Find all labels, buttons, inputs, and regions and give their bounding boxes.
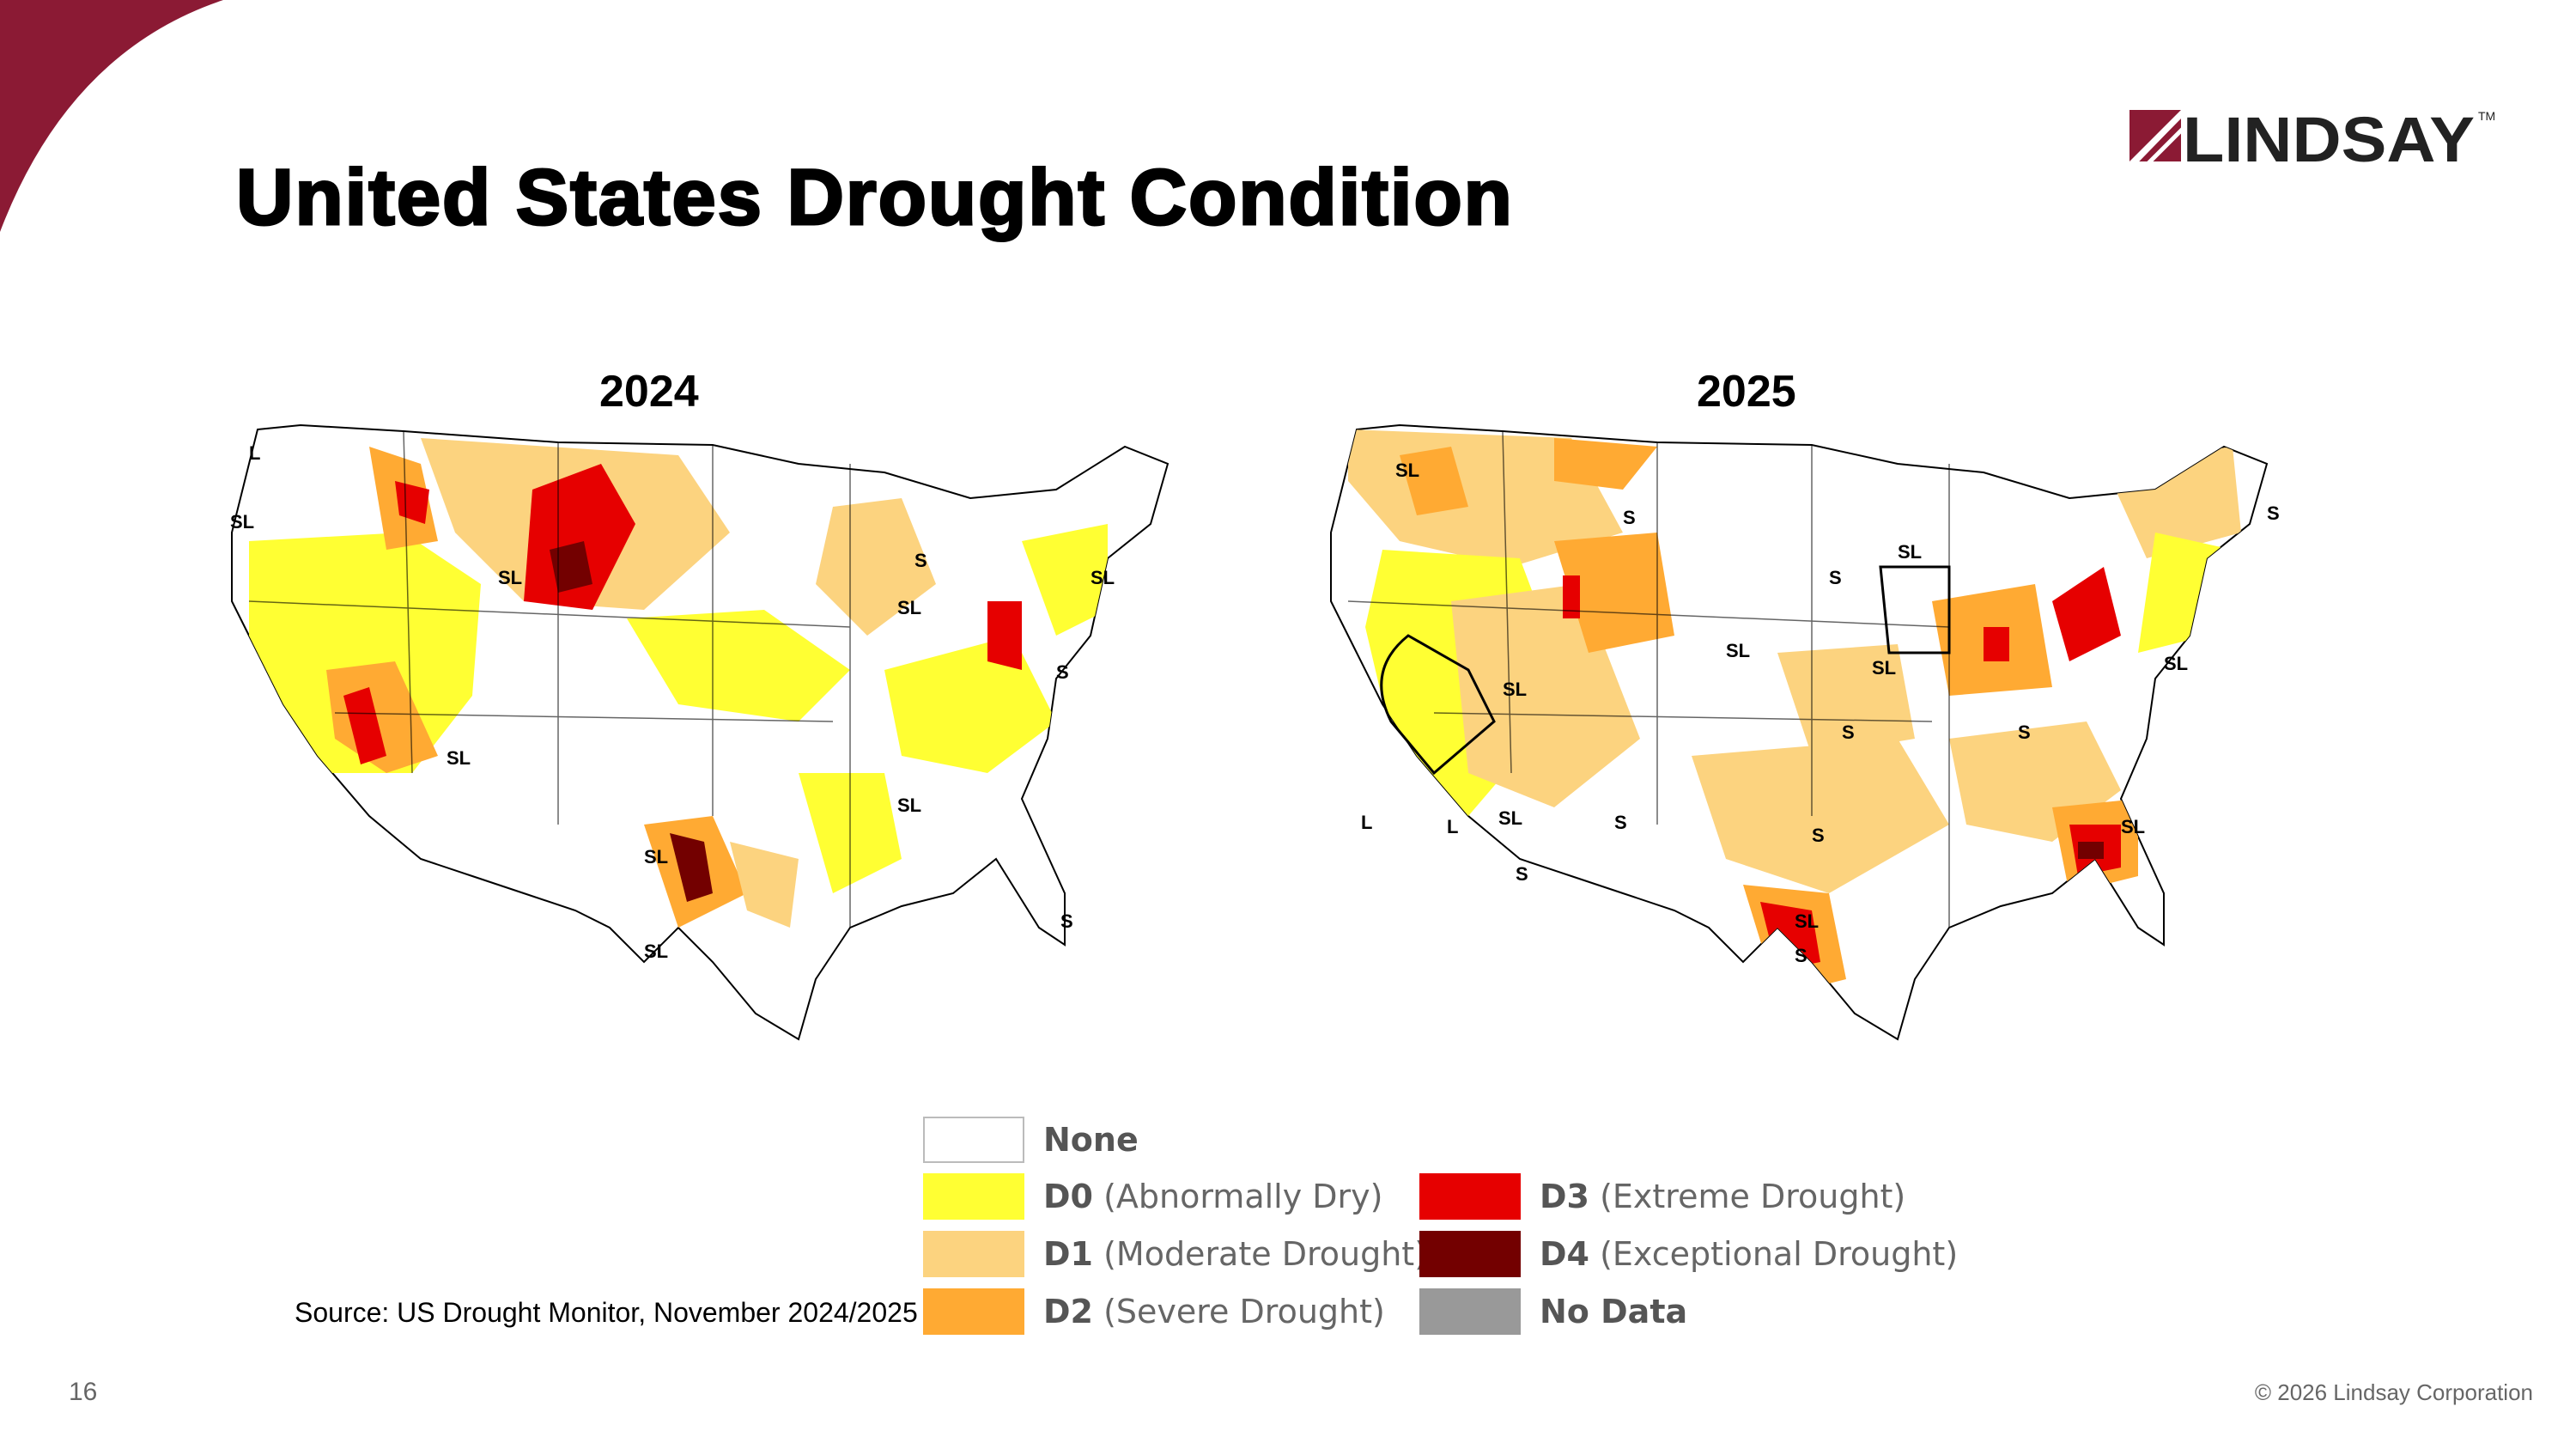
map-label: L	[1447, 816, 1458, 837]
copyright: © 2026 Lindsay Corporation	[2254, 1379, 2533, 1405]
map-label: SL	[897, 597, 921, 618]
drought-areas-2024	[249, 438, 1108, 928]
legend-desc: (Exceptional Drought)	[1600, 1235, 1959, 1273]
drought-map-2024: L SL SL SL S SL SL S SL SL SL S	[230, 423, 1170, 1041]
logo-tm: TM	[2478, 109, 2495, 123]
legend-code: D1	[1043, 1235, 1093, 1273]
legend-code: D4	[1540, 1235, 1589, 1273]
source-note: Source: US Drought Monitor, November 202…	[295, 1297, 918, 1328]
legend-swatch	[1419, 1231, 1521, 1277]
legend-item-d3: D3 (Extreme Drought)	[1419, 1173, 1905, 1220]
legend-swatch	[923, 1173, 1024, 1220]
map-label: SL	[644, 846, 668, 868]
map-label: L	[249, 442, 260, 464]
map-label: SL	[897, 795, 921, 816]
map-label: SL	[2121, 816, 2145, 837]
map-label: SL	[644, 941, 668, 962]
legend-item-d0: D0 (Abnormally Dry)	[923, 1173, 1383, 1220]
legend-swatch	[1419, 1288, 1521, 1335]
lindsay-logo: LINDSAY TM	[2129, 104, 2495, 170]
map-label: SL	[1498, 807, 1522, 829]
legend-code: No Data	[1540, 1293, 1688, 1330]
map-label: S	[1812, 825, 1825, 846]
map-label: SL	[1898, 541, 1922, 563]
map-label: SL	[1872, 657, 1896, 679]
map-label: S	[1060, 910, 1073, 932]
legend-swatch	[1419, 1173, 1521, 1220]
corner-swoosh	[0, 0, 223, 232]
map-label: S	[914, 550, 927, 571]
map-label: S	[1842, 721, 1855, 743]
map-label: S	[1795, 945, 1807, 966]
map-label: S	[1614, 812, 1627, 833]
legend-code: D0	[1043, 1178, 1093, 1215]
legend-desc: (Abnormally Dry)	[1103, 1178, 1383, 1215]
logo-text: LINDSAY	[2183, 104, 2475, 170]
legend-code: D3	[1540, 1178, 1589, 1215]
legend-swatch	[923, 1231, 1024, 1277]
legend-desc: (Moderate Drought)	[1103, 1235, 1428, 1273]
legend-swatch	[923, 1117, 1024, 1163]
legend-item-d2: D2 (Severe Drought)	[923, 1288, 1385, 1335]
legend-swatch	[923, 1288, 1024, 1335]
page-title: United States Drought Condition	[235, 153, 1514, 243]
map-label: SL	[2164, 653, 2188, 674]
drought-areas-2025	[1348, 429, 2241, 996]
legend-code: D2	[1043, 1293, 1093, 1330]
legend-item-none: None	[923, 1117, 1139, 1163]
map-year-2024: 2024	[599, 367, 699, 417]
legend-item-no-data: No Data	[1419, 1288, 1687, 1335]
map-label: S	[2267, 502, 2280, 524]
map-label: SL	[1726, 640, 1750, 661]
page-number: 16	[69, 1378, 98, 1406]
map-label: SL	[498, 567, 522, 588]
drought-map-2025: SL S S SL SL SL SL S S SL S L L SL S S S…	[1330, 423, 2280, 1041]
legend-desc: (Extreme Drought)	[1600, 1178, 1906, 1215]
map-label: S	[1056, 661, 1069, 683]
legend-item-d1: D1 (Moderate Drought)	[923, 1231, 1427, 1277]
map-label: SL	[1091, 567, 1115, 588]
legend-code: None	[1043, 1121, 1139, 1159]
map-label: S	[1516, 863, 1528, 885]
map-label: S	[1829, 567, 1842, 588]
legend-desc: (Severe Drought)	[1103, 1293, 1385, 1330]
map-label: SL	[230, 511, 254, 533]
logo-mark-icon	[2129, 107, 2190, 170]
map-label: L	[1361, 812, 1372, 833]
map-year-2025: 2025	[1697, 367, 1796, 417]
map-label: SL	[1503, 679, 1527, 700]
map-label: S	[2018, 721, 2031, 743]
map-label: SL	[1395, 460, 1419, 481]
legend-item-d4: D4 (Exceptional Drought)	[1419, 1231, 1958, 1277]
map-label: SL	[447, 747, 471, 769]
map-label: S	[1623, 507, 1636, 528]
map-label: SL	[1795, 910, 1819, 932]
drought-legend: None D0 (Abnormally Dry) D1 (Moderate Dr…	[923, 1117, 1958, 1349]
